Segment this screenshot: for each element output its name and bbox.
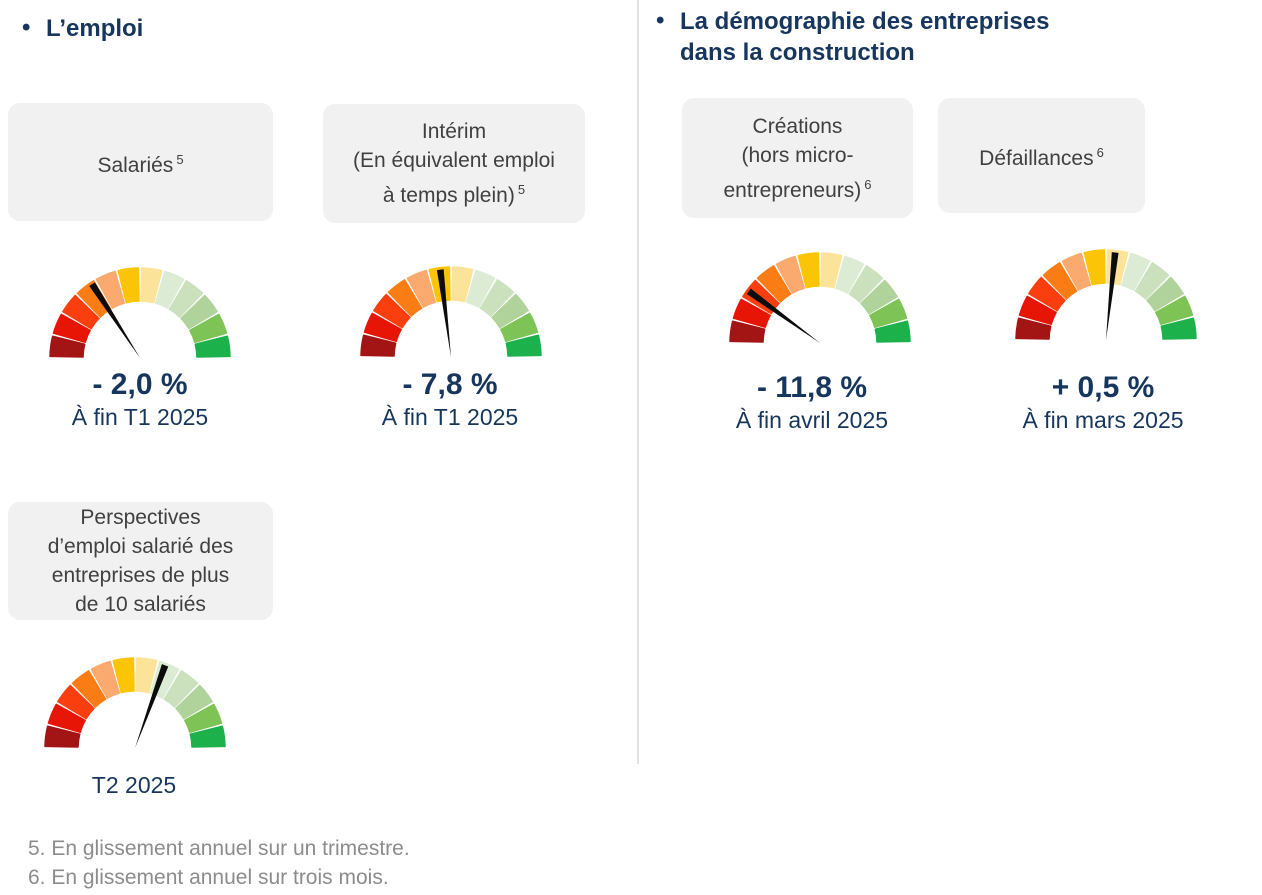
section-heading-employment: • L’emploi — [22, 13, 144, 44]
gauge-needle — [1106, 252, 1119, 340]
card-perspectives-line3: entreprises de plus — [51, 564, 230, 587]
bullet-icon: • — [656, 7, 665, 34]
creations-gauge-dial — [720, 247, 920, 347]
column-divider — [637, 0, 639, 764]
defaillances-gauge-value: + 0,5 % — [1051, 371, 1155, 404]
card-interim-line1: Intérim — [421, 120, 487, 143]
footnote-marker: 6 — [864, 176, 872, 192]
interim-gauge-dial — [351, 261, 551, 361]
card-defaillances: Défaillances 6 — [938, 98, 1145, 213]
interim-gauge-period: À fin T1 2025 — [381, 404, 519, 430]
card-salaries-label: Salariés 5 — [97, 151, 184, 177]
footnote-marker: 5 — [176, 151, 184, 167]
creations-gauge-period: À fin avril 2025 — [735, 407, 889, 433]
footnote-marker: 6 — [1096, 145, 1104, 160]
defaillances-gauge-period: À fin mars 2025 — [1022, 407, 1184, 433]
section-heading-demography: • La démographie des entreprises dans la… — [656, 6, 1110, 68]
card-creations: Créations (hors micro- entrepreneurs) 6 — [682, 98, 913, 218]
card-creations-line2: (hors micro- — [741, 143, 854, 167]
gauge-needle — [746, 288, 820, 343]
defaillances-gauge-dial — [1006, 244, 1206, 344]
card-interim-line2: (En équivalent emploi — [353, 149, 555, 172]
card-interim: Intérim (En équivalent emploi à temps pl… — [323, 104, 585, 223]
footnotes: 5. En glissement annuel sur un trimestre… — [28, 834, 410, 892]
section-heading-demography-line1: La démographie des entreprises — [680, 8, 1050, 35]
card-perspectives-line4: de 10 salariés — [75, 593, 206, 616]
gauge-needle — [89, 282, 140, 358]
card-salaries: Salariés 5 — [8, 103, 273, 221]
creations-gauge-value: - 11,8 % — [756, 371, 868, 404]
card-perspectives-line2: d’emploi salarié des — [47, 535, 234, 558]
card-creations-line1: Créations — [752, 114, 843, 138]
bullet-icon: • — [22, 14, 31, 41]
card-defaillances-label: Défaillances 6 — [979, 145, 1104, 170]
footnote-5: 5. En glissement annuel sur un trimestre… — [28, 837, 410, 860]
salaries-gauge-value: - 2,0 % — [92, 368, 188, 401]
section-heading-demography-line2: dans la construction — [680, 39, 915, 66]
footnote-6: 6. En glissement annuel sur trois mois. — [28, 866, 389, 889]
gauge-needle — [436, 269, 451, 357]
perspectives-gauge-period: T2 2025 — [91, 772, 177, 798]
salaries-gauge-period: À fin T1 2025 — [71, 404, 209, 430]
salaries-gauge-dial — [40, 262, 240, 362]
card-perspectives-line1: Perspectives — [80, 506, 201, 529]
section-heading-employment-text: L’emploi — [46, 15, 144, 42]
interim-gauge-value: - 7,8 % — [402, 368, 498, 401]
gauge-needle — [135, 664, 169, 748]
card-perspectives: Perspectives d’emploi salarié des entrep… — [8, 502, 273, 620]
footnote-marker: 5 — [517, 182, 526, 197]
perspectives-gauge-dial — [35, 652, 235, 752]
card-creations-line3: entrepreneurs) 6 — [723, 176, 872, 202]
card-interim-line3: à temps plein) 5 — [382, 182, 526, 207]
